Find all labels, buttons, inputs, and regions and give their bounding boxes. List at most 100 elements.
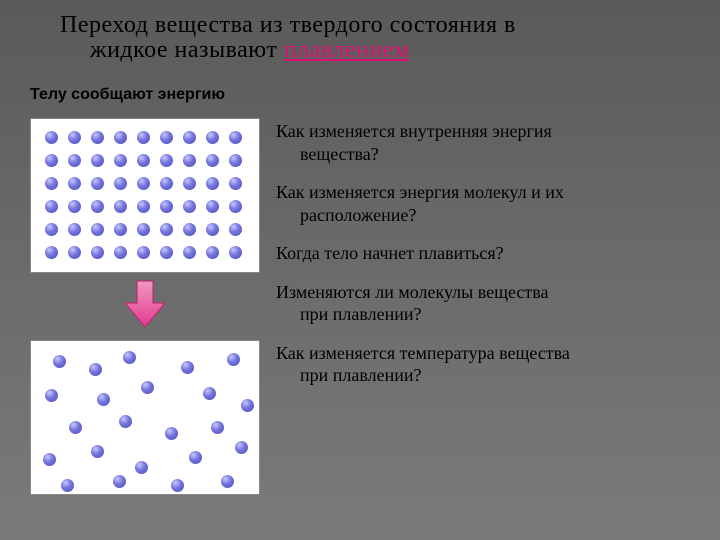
particle-dot — [89, 363, 102, 376]
question-item: Как изменяется внутренняя энергиявеществ… — [276, 120, 690, 165]
particle-dot — [160, 223, 173, 236]
particle-dot — [211, 421, 224, 434]
particle-dot — [68, 246, 81, 259]
particle-dot — [229, 177, 242, 190]
particle-dot — [160, 200, 173, 213]
particle-dot — [45, 154, 58, 167]
particle-dot — [114, 154, 127, 167]
particle-dot — [183, 246, 196, 259]
particle-dot — [183, 223, 196, 236]
particle-dot — [123, 351, 136, 364]
particle-dot — [165, 427, 178, 440]
particle-dot — [68, 177, 81, 190]
particle-dot — [183, 154, 196, 167]
particle-dot — [114, 177, 127, 190]
particle-dot — [229, 223, 242, 236]
particle-dot — [91, 154, 104, 167]
arrow-wrap — [30, 273, 260, 336]
particle-dot — [53, 355, 66, 368]
particle-dot — [137, 154, 150, 167]
question-item: Как изменяется температура веществапри п… — [276, 342, 690, 387]
particle-dot — [160, 131, 173, 144]
questions-list: Как изменяется внутренняя энергиявеществ… — [270, 118, 720, 495]
particle-dot — [206, 200, 219, 213]
particle-dot — [91, 177, 104, 190]
subtitle: Телу сообщают энергию — [0, 64, 720, 104]
particle-dot — [45, 200, 58, 213]
particle-dot — [229, 246, 242, 259]
liquid-state-diagram — [30, 340, 260, 495]
title-block: Переход вещества из твердого состояния в… — [0, 0, 720, 64]
particle-dot — [91, 200, 104, 213]
particle-dot — [171, 479, 184, 492]
particle-dot — [91, 131, 104, 144]
particle-dot — [183, 177, 196, 190]
particle-dot — [141, 381, 154, 394]
particle-dot — [206, 131, 219, 144]
content-row: Как изменяется внутренняя энергиявеществ… — [0, 118, 720, 495]
title-line-2-plain: жидкое называют — [90, 37, 284, 63]
particle-dot — [68, 200, 81, 213]
particle-dot — [114, 200, 127, 213]
particle-dot — [181, 361, 194, 374]
particle-dot — [114, 223, 127, 236]
particle-dot — [229, 131, 242, 144]
particle-dot — [221, 475, 234, 488]
particle-dot — [45, 177, 58, 190]
particle-dot — [206, 154, 219, 167]
particle-dot — [61, 479, 74, 492]
particle-dot — [137, 246, 150, 259]
question-line-1: Когда тело начнет плавиться? — [276, 243, 504, 263]
question-line-1: Как изменяется энергия молекул и их — [276, 182, 564, 202]
particle-dot — [229, 154, 242, 167]
solid-state-diagram — [30, 118, 260, 273]
particle-dot — [160, 154, 173, 167]
question-item: Изменяются ли молекулы веществапри плавл… — [276, 281, 690, 326]
down-arrow-icon — [123, 279, 167, 329]
particle-dot — [91, 445, 104, 458]
title-line-2-highlight: плавлением — [284, 37, 410, 63]
particle-dot — [68, 131, 81, 144]
particle-dot — [235, 441, 248, 454]
question-item: Как изменяется энергия молекул и ихраспо… — [276, 181, 690, 226]
particle-dot — [137, 131, 150, 144]
particle-dot — [137, 200, 150, 213]
particle-dot — [135, 461, 148, 474]
particle-dot — [206, 223, 219, 236]
question-line-2: расположение? — [276, 204, 690, 227]
particle-dot — [119, 415, 132, 428]
particle-dot — [160, 246, 173, 259]
particle-dot — [227, 353, 240, 366]
particle-dot — [183, 200, 196, 213]
particle-dot — [97, 393, 110, 406]
particle-dot — [114, 131, 127, 144]
particle-dot — [91, 223, 104, 236]
question-line-2: вещества? — [276, 143, 690, 166]
title-line-1: Переход вещества из твердого состояния в — [60, 12, 680, 39]
particle-dot — [45, 246, 58, 259]
particle-dot — [43, 453, 56, 466]
particle-dot — [114, 246, 127, 259]
particle-dot — [68, 154, 81, 167]
particle-dot — [203, 387, 216, 400]
question-line-1: Как изменяется внутренняя энергия — [276, 121, 552, 141]
question-line-2: при плавлении? — [276, 364, 690, 387]
title-line-2: жидкое называют плавлением — [60, 37, 680, 64]
particle-dot — [69, 421, 82, 434]
question-line-1: Как изменяется температура вещества — [276, 343, 570, 363]
particle-dot — [241, 399, 254, 412]
particle-dot — [206, 177, 219, 190]
question-line-1: Изменяются ли молекулы вещества — [276, 282, 549, 302]
question-line-2: при плавлении? — [276, 303, 690, 326]
particle-dot — [137, 177, 150, 190]
particle-dot — [229, 200, 242, 213]
particle-dot — [68, 223, 81, 236]
particle-dot — [137, 223, 150, 236]
particle-dot — [183, 131, 196, 144]
particle-dot — [45, 131, 58, 144]
particle-dot — [45, 389, 58, 402]
particle-dot — [206, 246, 219, 259]
left-column — [0, 118, 270, 495]
particle-dot — [91, 246, 104, 259]
particle-dot — [113, 475, 126, 488]
